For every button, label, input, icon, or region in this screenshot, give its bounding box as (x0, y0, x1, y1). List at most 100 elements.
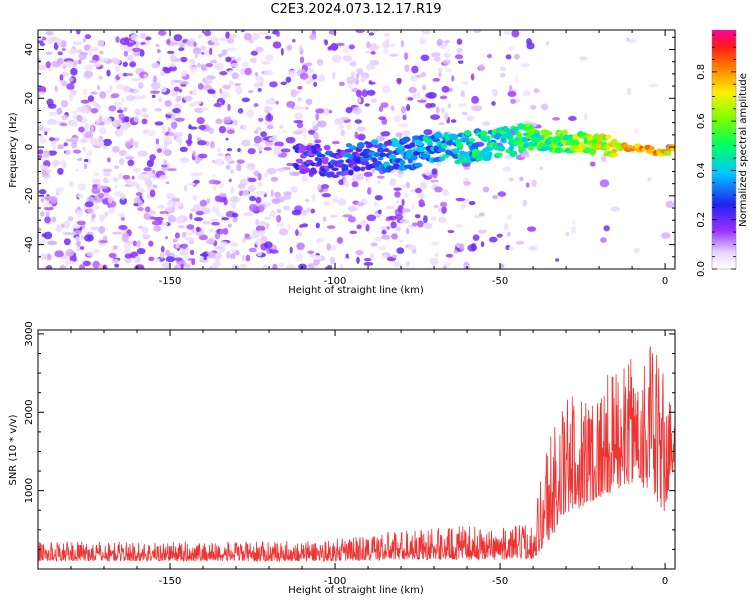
noise-blob (307, 129, 316, 135)
ridge-blob (322, 160, 329, 165)
noise-blob (346, 76, 356, 85)
chart-title: C2E3.2024.073.12.17.R19 (270, 2, 442, 17)
noise-blob (422, 84, 427, 91)
noise-blob (165, 236, 169, 240)
noise-blob (66, 83, 75, 90)
noise-blob (280, 196, 285, 203)
noise-blob (313, 131, 319, 140)
noise-blob (209, 140, 215, 149)
noise-blob (84, 234, 94, 242)
noise-blob (326, 225, 336, 230)
noise-blob (225, 31, 230, 39)
noise-blob (227, 129, 235, 134)
noise-blob (227, 223, 232, 228)
noise-blob (218, 125, 227, 134)
noise-blob (71, 231, 77, 236)
noise-blob (203, 30, 212, 37)
noise-blob (309, 33, 317, 41)
noise-blob (130, 77, 140, 82)
noise-blob (456, 47, 464, 54)
noise-blob (504, 223, 509, 231)
noise-blob (327, 45, 337, 50)
noise-blob (382, 85, 391, 94)
noise-blob (98, 57, 109, 62)
noise-blob (506, 231, 511, 237)
noise-blob (431, 168, 438, 175)
noise-blob (152, 75, 158, 84)
noise-blob (210, 60, 218, 64)
noise-blob (389, 178, 397, 186)
top-x-tick-label: -100 (324, 276, 347, 287)
noise-blob (70, 67, 78, 76)
noise-blob (76, 49, 83, 54)
noise-blob (420, 72, 426, 78)
noise-blob (306, 207, 312, 213)
noise-blob (263, 173, 268, 178)
ridge-blob (396, 144, 404, 149)
noise-blob (247, 177, 257, 183)
noise-blob (457, 103, 468, 107)
noise-blob (492, 195, 498, 200)
noise-blob (79, 138, 89, 144)
noise-blob (511, 30, 520, 38)
noise-blob (241, 97, 250, 103)
ridge-blob (427, 141, 434, 147)
noise-blob (47, 240, 57, 246)
noise-blob (296, 242, 305, 251)
noise-blob (231, 72, 240, 80)
noise-blob (192, 47, 202, 55)
noise-blob (174, 117, 185, 122)
noise-blob (454, 249, 458, 254)
noise-blob (165, 256, 176, 263)
noise-blob (417, 194, 427, 199)
noise-blob (82, 146, 86, 152)
ridge-blob (399, 159, 406, 166)
noise-blob (112, 177, 119, 182)
noise-blob (410, 74, 418, 82)
noise-blob (38, 40, 44, 44)
noise-blob (366, 89, 376, 96)
bottom-y-tick-label: 2000 (24, 400, 35, 425)
noise-blob (75, 235, 80, 242)
noise-blob (389, 43, 396, 48)
noise-blob (258, 31, 269, 35)
noise-blob (372, 44, 380, 50)
ridge-blob (337, 159, 345, 164)
noise-blob (59, 264, 67, 269)
noise-blob (355, 30, 365, 34)
noise-blob (313, 258, 320, 266)
noise-blob (46, 169, 52, 173)
ridge-blob (605, 134, 612, 140)
noise-blob (399, 239, 404, 243)
noise-blob (203, 49, 211, 57)
noise-blob (43, 150, 51, 158)
noise-blob (323, 201, 330, 206)
noise-blob (180, 214, 184, 222)
noise-blob (145, 36, 152, 41)
noise-blob (72, 41, 83, 46)
noise-blob (164, 100, 172, 107)
noise-blob (44, 216, 51, 224)
ridge-blob (610, 152, 619, 157)
noise-blob (276, 214, 282, 223)
noise-blob (398, 173, 403, 178)
noise-blob (108, 105, 117, 112)
noise-blob (356, 224, 362, 230)
noise-blob (419, 37, 425, 45)
noise-blob (213, 102, 222, 108)
noise-blob (442, 265, 447, 269)
noise-blob (214, 37, 219, 45)
colorbar: 0.0 0.2 0.4 0.6 0.8 Normalized spectral ampl… (696, 29, 749, 277)
noise-blob (63, 142, 69, 147)
noise-blob (118, 113, 125, 120)
noise-blob (200, 45, 207, 51)
ridge-blob (505, 131, 513, 138)
noise-blob (56, 107, 63, 115)
noise-blob (87, 208, 94, 214)
noise-blob (38, 64, 47, 71)
noise-blob (38, 91, 47, 96)
noise-blob (108, 252, 117, 259)
noise-blob (316, 58, 324, 66)
noise-blob (258, 205, 265, 213)
noise-blob (429, 179, 439, 183)
